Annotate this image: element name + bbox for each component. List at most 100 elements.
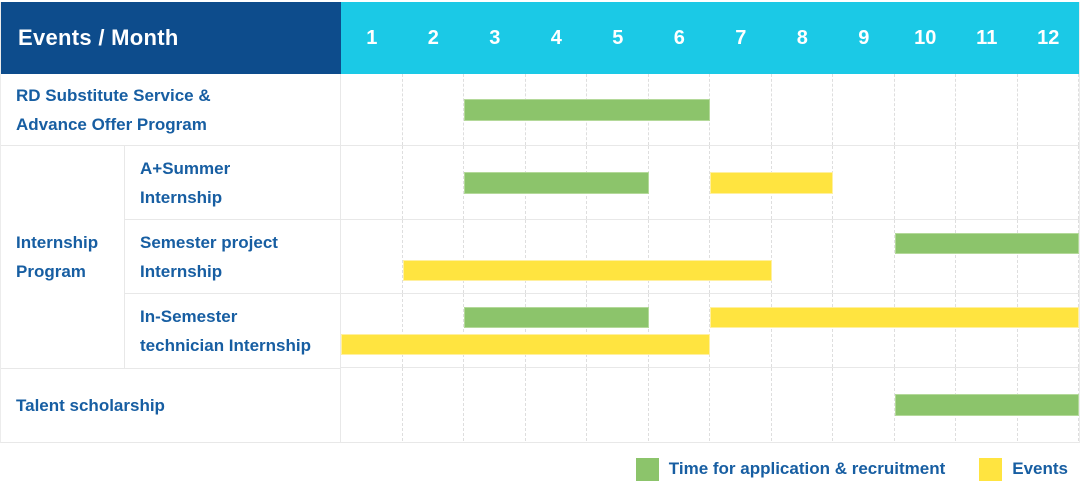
- month-header-2: 2: [427, 26, 439, 49]
- event-bar: [710, 307, 1079, 328]
- row-label-rd-substitute: RD Substitute Service & Advance Offer Pr…: [1, 74, 340, 146]
- grid-cell: [526, 220, 587, 293]
- grid-cell: [833, 220, 895, 293]
- application-bar: [894, 394, 1079, 416]
- grid-cell: [403, 220, 464, 293]
- month-header-7: 7: [735, 26, 747, 49]
- grid-cell: [833, 294, 895, 367]
- row-label-line: Advance Offer Program: [16, 114, 207, 134]
- grid-cell: [649, 294, 710, 367]
- group-label-line: Internship: [16, 233, 99, 252]
- grid-cell: [464, 220, 526, 293]
- grid-cell: [1018, 74, 1079, 145]
- events-month-header-cell: Events / Month: [1, 2, 341, 74]
- month-header-11: 11: [976, 26, 998, 49]
- events-legend-label: Events: [1012, 459, 1068, 478]
- group-label-line: Program: [16, 262, 86, 281]
- table-body: RD Substitute Service & Advance Offer Pr…: [1, 74, 1079, 442]
- grid-cell: [341, 220, 403, 293]
- grid-cell: [772, 220, 833, 293]
- grid-cell: [587, 294, 649, 367]
- application-bar: [464, 172, 649, 194]
- grid-cell: [956, 146, 1018, 219]
- row-label-line: Internship: [140, 261, 223, 281]
- month-header-3: 3: [489, 26, 501, 49]
- chart-row-a-summer: [341, 146, 1079, 220]
- grid-cell: [833, 146, 895, 219]
- grid-cell: [956, 220, 1018, 293]
- month-header-10: 10: [914, 26, 937, 49]
- grid-cell: [772, 294, 833, 367]
- grid-cell: [587, 220, 649, 293]
- grid-cell: [1018, 294, 1079, 367]
- grid-cell: [403, 294, 464, 367]
- grid-cell: [649, 220, 710, 293]
- grid-cell: [710, 220, 772, 293]
- grid-cell: [649, 368, 710, 441]
- grid-cell: [587, 368, 649, 441]
- month-header-5: 5: [612, 26, 624, 49]
- grid-cell: [464, 294, 526, 367]
- grid-cell: [772, 368, 833, 441]
- application-bar: [464, 99, 710, 121]
- grid-cell: [956, 294, 1018, 367]
- chart-row-talent-scholarship: [341, 368, 1079, 441]
- grid-cell: [341, 146, 403, 219]
- grid-cell: [833, 368, 895, 441]
- chart-row-rd-substitute: [341, 74, 1079, 146]
- internship-program-group-row: Internship Program A+Summer Internship S…: [1, 146, 340, 369]
- row-label-line: Talent scholarship: [16, 396, 165, 415]
- row-label-line: In-Semester: [140, 306, 238, 326]
- chart-row-semester-project: [341, 220, 1079, 294]
- row-label-line: Semester project: [140, 232, 278, 252]
- table-header-row: Events / Month 1 2 3 4 5 6 7 8 9 10 11 12: [1, 2, 1079, 74]
- grid-cell: [895, 220, 956, 293]
- application-legend-swatch: [635, 457, 659, 481]
- grid-cell: [341, 368, 403, 441]
- gantt-table: Events / Month 1 2 3 4 5 6 7 8 9 10 11 12 RD Substi…: [0, 2, 1080, 443]
- month-header-6: 6: [673, 26, 685, 49]
- row-label-line: technician Internship: [140, 335, 311, 355]
- grid-cell: [403, 368, 464, 441]
- application-legend-label: Time for application & recruitment: [668, 459, 946, 478]
- month-header-9: 9: [858, 26, 870, 49]
- grid-cell: [1018, 146, 1079, 219]
- grid-cell: [403, 146, 464, 219]
- row-label-in-semester: In-Semester technician Internship: [125, 294, 340, 367]
- grid-cell: [403, 74, 464, 145]
- grid-cell: [895, 146, 956, 219]
- event-bar: [341, 334, 710, 355]
- legend: Time for application & recruitment Event…: [0, 443, 1080, 495]
- grid-cell: [341, 74, 403, 145]
- event-bar: [710, 172, 833, 194]
- group-label-internship-program: Internship Program: [1, 146, 125, 368]
- month-header-12: 12: [1037, 26, 1060, 49]
- row-label-a-summer: A+Summer Internship: [125, 146, 340, 220]
- event-bar: [402, 260, 772, 281]
- grid-cell: [710, 294, 772, 367]
- grid-cell: [895, 74, 956, 145]
- row-label-semester-project: Semester project Internship: [125, 220, 340, 294]
- row-label-column: RD Substitute Service & Advance Offer Pr…: [1, 74, 341, 442]
- events-month-label: Events / Month: [18, 25, 179, 50]
- application-bar: [464, 307, 649, 328]
- month-header-1: 1: [366, 26, 378, 49]
- month-header-4: 4: [550, 26, 562, 49]
- events-legend-swatch: [979, 457, 1003, 481]
- month-axis: 1 2 3 4 5 6 7 8 9 10 11 12: [341, 2, 1079, 74]
- row-label-line: A+Summer: [140, 158, 231, 178]
- grid-cell: [772, 74, 833, 145]
- application-bar: [894, 233, 1079, 254]
- grid-cell: [649, 146, 710, 219]
- row-label-line: RD Substitute Service &: [16, 85, 211, 105]
- grid-cell: [526, 368, 587, 441]
- internship-sub-labels: A+Summer Internship Semester project Int…: [125, 146, 340, 368]
- row-label-talent-scholarship: Talent scholarship: [1, 369, 340, 442]
- chart-row-in-semester: [341, 294, 1079, 368]
- grid-cell: [956, 74, 1018, 145]
- grid-cell: [526, 294, 587, 367]
- grid-cell: [341, 294, 403, 367]
- grid-cell: [710, 74, 772, 145]
- grid-cell: [1018, 220, 1079, 293]
